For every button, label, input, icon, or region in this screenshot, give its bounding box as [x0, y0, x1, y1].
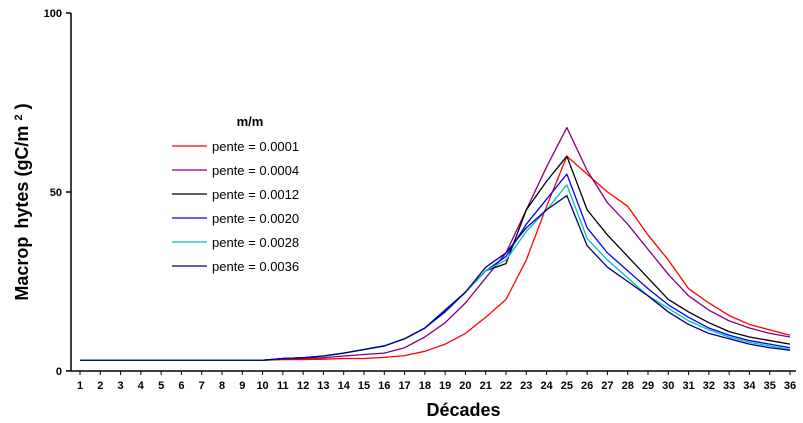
x-tick-label: 13: [317, 380, 329, 392]
x-tick-label: 20: [459, 380, 471, 392]
x-tick-label: 29: [642, 380, 654, 392]
legend-title: m/m: [237, 114, 264, 129]
x-tick-label: 36: [784, 380, 796, 392]
series-lines: [80, 126, 791, 361]
x-tick-label: 21: [480, 380, 492, 392]
x-tick-label: 28: [622, 380, 634, 392]
x-tick-label: 6: [178, 380, 184, 392]
legend-label-4: pente = 0.0020: [212, 211, 299, 226]
legend-label-2: pente = 0.0004: [212, 163, 299, 178]
x-tick-label: 35: [764, 380, 776, 392]
y-axis-title-part-1: Macrop: [12, 237, 32, 301]
x-axis-title: Décades: [426, 400, 500, 420]
series-line-4: [80, 173, 791, 361]
y-axis-title-part-2: hytes (gC/m: [12, 126, 32, 229]
x-tick-label: 33: [723, 380, 735, 392]
x-tick-label: 24: [540, 380, 553, 392]
x-tick-label: 19: [439, 380, 451, 392]
y-axis-title: Macrop hytes (gC/m 2 ): [12, 103, 32, 300]
x-tick-label: 26: [581, 380, 593, 392]
legend-label-6: pente = 0.0036: [212, 259, 299, 274]
x-tick-label: 10: [256, 380, 268, 392]
x-tick-label: 17: [398, 380, 410, 392]
x-tick-label: 16: [378, 380, 390, 392]
series-line-6: [80, 194, 791, 361]
x-tick-label: 31: [682, 380, 694, 392]
x-tick-label: 12: [297, 380, 309, 392]
x-tick-label: 14: [338, 380, 351, 392]
legend-label-3: pente = 0.0012: [212, 187, 299, 202]
x-tick-label: 34: [743, 380, 756, 392]
legend: m/m pente = 0.0001 pente = 0.0004 pente = …: [172, 114, 299, 274]
x-tick-label: 18: [419, 380, 431, 392]
x-tick-label: 32: [703, 380, 715, 392]
x-tick-label: 15: [358, 380, 370, 392]
legend-label-1: pente = 0.0001: [212, 139, 299, 154]
x-tick-label: 23: [520, 380, 532, 392]
y-axis-title-superscript: 2: [13, 114, 25, 120]
x-tick-label: 25: [561, 380, 573, 392]
x-tick-label: 8: [219, 380, 225, 392]
axes: [70, 13, 796, 372]
x-tick-label: 4: [138, 380, 145, 392]
x-tick-label: 5: [158, 380, 164, 392]
x-tick-label: 2: [97, 380, 103, 392]
x-tick-label: 9: [239, 380, 245, 392]
y-tick-label: 0: [56, 366, 62, 378]
x-tick-label: 1: [77, 380, 83, 392]
y-tick-label: 100: [44, 8, 62, 20]
x-tick-label: 22: [500, 380, 512, 392]
x-tick-label: 27: [601, 380, 613, 392]
legend-label-5: pente = 0.0028: [212, 235, 299, 250]
series-line-2: [80, 126, 791, 361]
x-tick-label: 3: [118, 380, 124, 392]
x-tick-label: 7: [199, 380, 205, 392]
x-tick-label: 30: [662, 380, 674, 392]
y-tick-label: 50: [50, 187, 62, 199]
y-axis-title-part-3: ): [12, 103, 32, 109]
x-tick-label: 11: [277, 380, 289, 392]
series-line-5: [80, 184, 791, 361]
